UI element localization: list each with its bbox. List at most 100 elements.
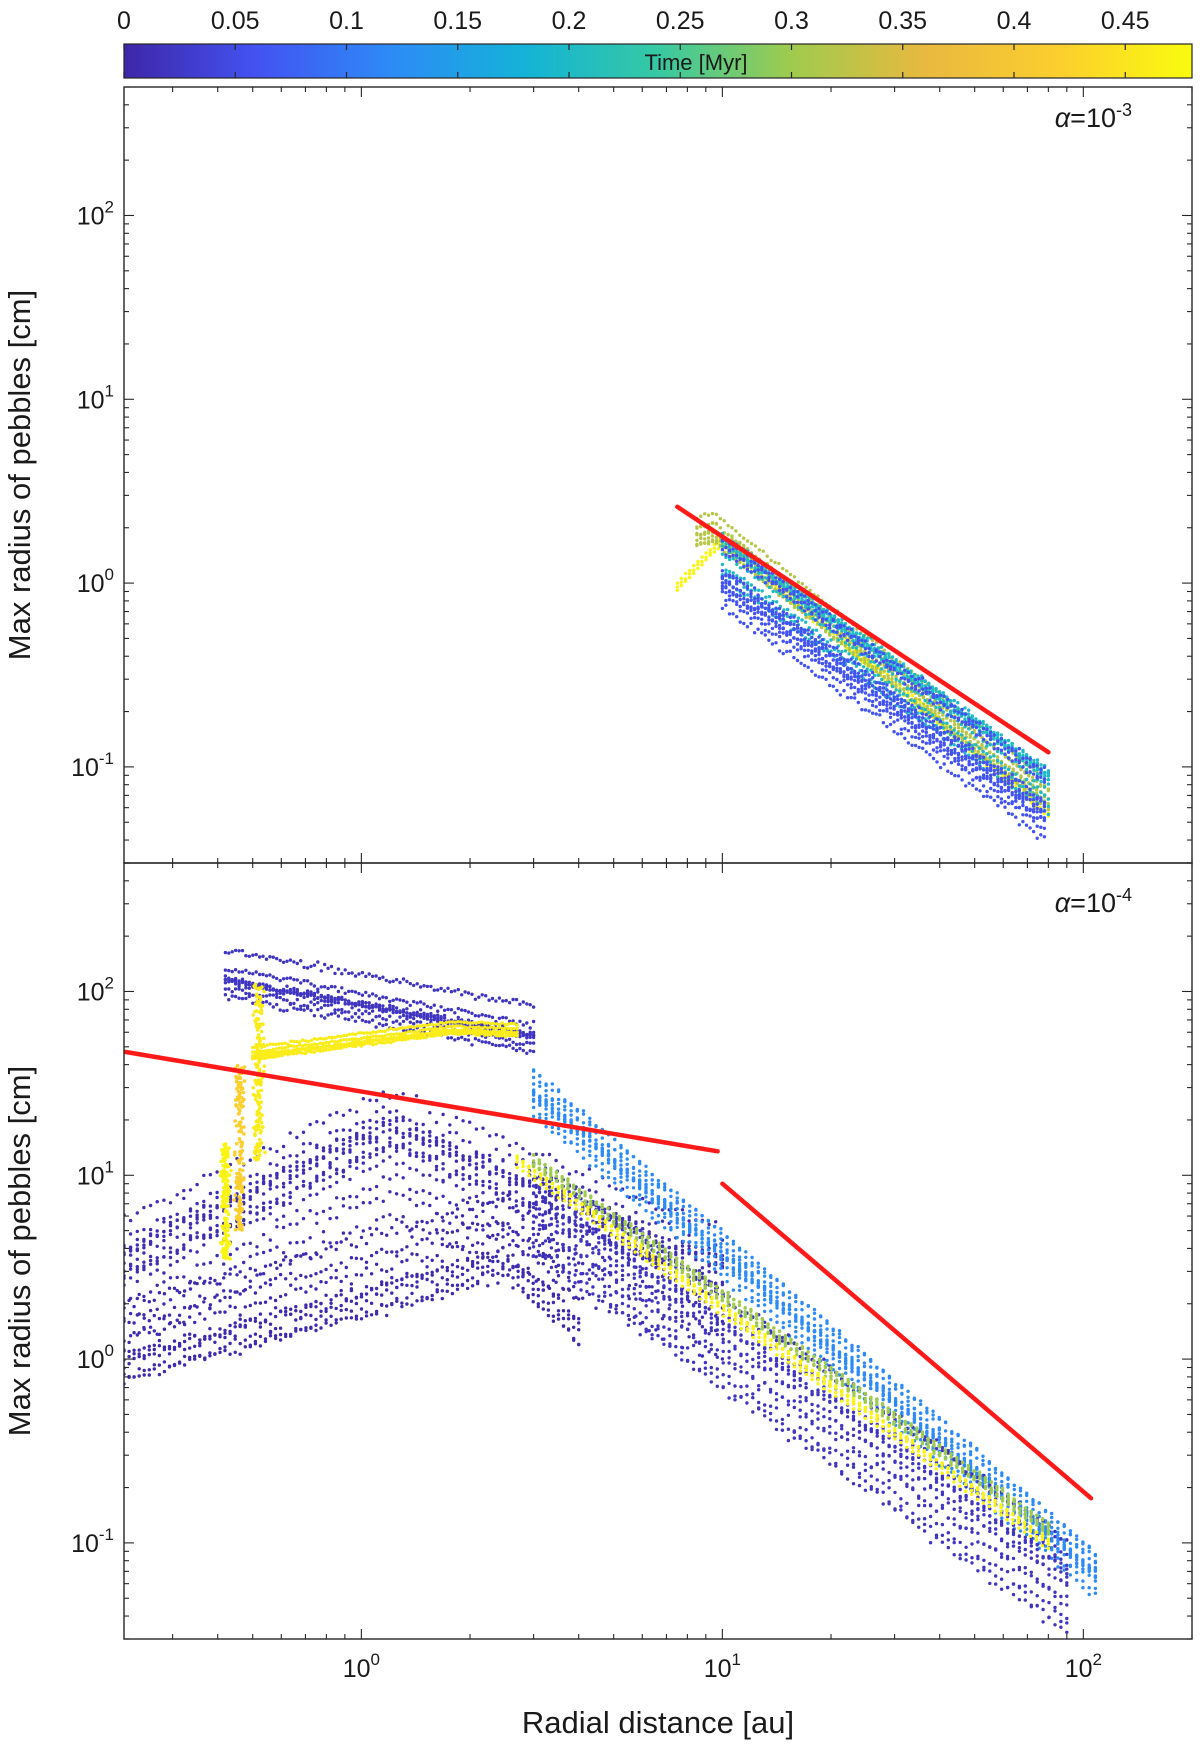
scatter-point [1031, 804, 1036, 808]
scatter-point [781, 613, 785, 618]
scatter-point [168, 1276, 173, 1280]
scatter-point [514, 1204, 518, 1208]
scatter-point [526, 1253, 530, 1257]
scatter-point [1003, 766, 1007, 770]
scatter-point [198, 1276, 202, 1280]
scatter-point [157, 1344, 162, 1348]
scatter-point [899, 671, 903, 676]
scatter-point [999, 797, 1004, 801]
scatter-point [989, 777, 993, 781]
scatter-point [526, 1270, 530, 1275]
scatter-point [527, 1181, 532, 1185]
scatter-point [899, 676, 903, 680]
scatter-point [822, 614, 826, 619]
scatter-point [687, 575, 692, 580]
scatter-point [938, 708, 943, 712]
scatter-point [1039, 790, 1043, 795]
scatter-point [394, 1143, 399, 1148]
scatter-point [838, 669, 843, 674]
scatter-point [168, 1232, 173, 1237]
scatter-point [188, 1237, 193, 1242]
scatter-point [1039, 779, 1043, 784]
scatter-point [921, 716, 925, 720]
scatter-point [870, 642, 875, 647]
scatter-point [228, 1267, 233, 1271]
scatter-point [742, 576, 746, 581]
scatter-point [901, 692, 906, 696]
scatter-point [942, 694, 946, 698]
scatter-point [1046, 812, 1051, 817]
scatter-point [938, 745, 943, 749]
scatter-point [802, 648, 807, 652]
scatter-point [321, 1156, 326, 1160]
scatter-point [420, 1295, 424, 1299]
scatter-point [899, 710, 903, 714]
scatter-point [268, 1205, 272, 1210]
scatter-point [1035, 772, 1040, 776]
scatter-point [175, 1275, 179, 1280]
scatter-point [168, 1215, 173, 1219]
scatter-point [253, 1301, 258, 1305]
scatter-point [395, 1254, 399, 1258]
scatter-point [551, 1259, 556, 1264]
scatter-point [806, 648, 810, 652]
scatter-point [767, 585, 772, 590]
scatter-point [971, 723, 975, 727]
scatter-point [777, 606, 782, 611]
scatter-point [838, 657, 843, 662]
scatter-point [380, 1268, 384, 1272]
scatter-point [695, 542, 699, 547]
scatter-point [355, 1159, 359, 1164]
scatter-point [547, 1211, 552, 1215]
scatter-point [132, 1352, 136, 1356]
scatter-point [355, 1166, 359, 1170]
scatter-point [461, 1166, 465, 1170]
scatter-point [203, 1279, 207, 1284]
scatter-point [1024, 808, 1029, 812]
scatter-point [476, 1222, 480, 1227]
scatter-point [507, 1176, 512, 1181]
scatter-point [213, 1278, 217, 1283]
scatter-point [949, 730, 954, 735]
scatter-point [903, 719, 907, 723]
scatter-point [742, 553, 746, 558]
scatter-point [374, 1312, 379, 1316]
scatter-point [137, 1354, 141, 1359]
scatter-point [278, 1294, 283, 1299]
scatter-point [917, 689, 921, 693]
scatter-point [906, 701, 911, 706]
scatter-point [315, 1120, 319, 1124]
scatter-point [680, 1304, 685, 1308]
scatter-point [970, 731, 974, 735]
scatter-point [985, 762, 989, 767]
scatter-point [885, 688, 889, 692]
scatter-point [746, 581, 750, 585]
scatter-point [694, 1300, 698, 1305]
scatter-point [1028, 757, 1032, 761]
scatter-point [288, 1174, 292, 1178]
scatter-point [894, 688, 898, 692]
scatter-point [934, 705, 938, 710]
scatter-point [195, 1182, 199, 1187]
scatter-point [960, 712, 964, 716]
scatter-point [314, 1328, 318, 1333]
scatter-point [514, 1199, 518, 1203]
scatter-point [854, 631, 859, 636]
scatter-point [304, 1290, 308, 1294]
scatter-point [1031, 829, 1036, 834]
scatter-point [182, 1256, 186, 1260]
scatter-point [470, 1276, 475, 1280]
scatter-point [223, 1310, 227, 1314]
scatter-point [799, 647, 803, 651]
scatter-point [956, 722, 961, 727]
scatter-point [339, 1240, 343, 1244]
scatter-point [811, 605, 815, 609]
scatter-point [811, 616, 815, 621]
scatter-point [215, 1282, 219, 1286]
scatter-point [667, 1307, 671, 1311]
scatter-point [859, 657, 863, 662]
scatter-point [388, 1213, 392, 1217]
scatter-point [486, 1201, 490, 1206]
scatter-point [1046, 777, 1051, 782]
scatter-point [448, 1141, 452, 1145]
